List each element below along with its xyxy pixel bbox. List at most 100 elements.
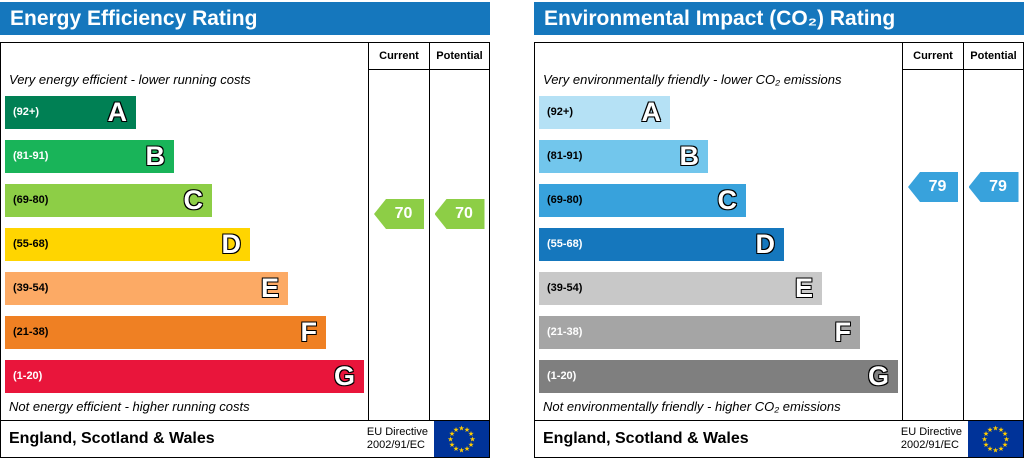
eu-directive-label: EU Directive 2002/91/EC xyxy=(367,426,428,452)
svg-text:★: ★ xyxy=(464,445,470,453)
band-range-label: (21-38) xyxy=(547,326,583,338)
svg-text:★: ★ xyxy=(447,436,453,444)
panel-title: Environmental Impact (CO₂) Rating xyxy=(544,7,896,30)
band-letter: F xyxy=(834,316,852,348)
svg-text:★: ★ xyxy=(453,426,459,434)
band-range-label: (1-20) xyxy=(547,370,577,382)
band-row: (55-68) D xyxy=(5,228,364,261)
panel-header: Environmental Impact (CO₂) Rating xyxy=(534,2,1024,35)
band-letter: G xyxy=(867,360,890,392)
chart-box: Very environmentally friendly - lower CO… xyxy=(534,42,1024,421)
band-range-label: (39-54) xyxy=(13,282,49,294)
eu-flag-icon: ★ ★ ★ ★ ★ ★ ★ ★ ★ ★ ★ ★ xyxy=(434,421,489,457)
eu-directive-line2: 2002/91/EC xyxy=(900,439,959,451)
band-row: (69-80) C xyxy=(539,184,898,217)
band-row: (1-20) G xyxy=(539,360,898,393)
band-letter: A xyxy=(107,96,128,128)
band-range-label: (21-38) xyxy=(13,326,49,338)
band-letter: C xyxy=(717,184,738,216)
svg-text:★: ★ xyxy=(983,441,989,449)
band-letter: D xyxy=(221,228,242,260)
current-column-header: Current xyxy=(903,43,963,70)
svg-text:★: ★ xyxy=(987,445,993,453)
panel-footer: England, Scotland & Wales EU Directive 2… xyxy=(0,420,490,458)
current-score-arrow: 70 xyxy=(374,199,424,229)
band-row: (1-20) G xyxy=(5,360,364,393)
svg-text:★: ★ xyxy=(453,445,459,453)
band-letter: E xyxy=(794,272,814,304)
band-letter: A xyxy=(641,96,662,128)
svg-text:★: ★ xyxy=(458,447,464,455)
band-range-label: (92+) xyxy=(13,106,39,118)
current-column: Current 79 xyxy=(902,43,963,420)
eu-directive-line1: EU Directive xyxy=(900,426,962,438)
bands: (92+) A (81-91) B (69-80) C (55-68) D (39-54) E (2… xyxy=(539,96,898,404)
band-range-label: (55-68) xyxy=(13,238,49,250)
band-range-label: (69-80) xyxy=(547,194,583,206)
eu-directive-label: EU Directive 2002/91/EC xyxy=(901,426,962,452)
top-note: Very energy efficient - lower running co… xyxy=(9,72,251,87)
region-label: England, Scotland & Wales xyxy=(9,430,215,447)
panel-title: Energy Efficiency Rating xyxy=(10,7,258,30)
band-row: (39-54) E xyxy=(5,272,364,305)
svg-text:★: ★ xyxy=(468,441,474,449)
potential-column-header: Potential xyxy=(964,43,1023,70)
band-bar-c: (69-80) C xyxy=(5,184,212,217)
band-range-label: (1-20) xyxy=(13,370,43,382)
band-bar-f: (21-38) F xyxy=(539,316,860,349)
band-letter: B xyxy=(145,140,166,172)
svg-text:★: ★ xyxy=(981,436,987,444)
band-bar-f: (21-38) F xyxy=(5,316,326,349)
band-letter: D xyxy=(755,228,776,260)
band-bar-d: (55-68) D xyxy=(539,228,784,261)
potential-score-arrow: 70 xyxy=(434,199,485,229)
eu-directive-line2: 2002/91/EC xyxy=(366,439,425,451)
svg-text:★: ★ xyxy=(987,426,993,434)
potential-column-header: Potential xyxy=(430,43,489,70)
svg-text:★: ★ xyxy=(998,445,1004,453)
environmental-impact-panel: Environmental Impact (CO₂) Rating Very e… xyxy=(534,2,1024,460)
energy-efficiency-panel: Energy Efficiency Rating Very energy eff… xyxy=(0,2,490,460)
eu-flag-icon: ★ ★ ★ ★ ★ ★ ★ ★ ★ ★ ★ ★ xyxy=(968,421,1023,457)
current-column-header: Current xyxy=(369,43,429,70)
band-letter: F xyxy=(300,316,318,348)
svg-text:★: ★ xyxy=(1002,430,1008,438)
bottom-note: Not environmentally friendly - higher CO… xyxy=(543,399,841,414)
svg-text:★: ★ xyxy=(1003,436,1009,444)
band-bar-g: (1-20) G xyxy=(5,360,364,393)
svg-text:★: ★ xyxy=(1002,441,1008,449)
band-bar-g: (1-20) G xyxy=(539,360,898,393)
band-row: (55-68) D xyxy=(539,228,898,261)
bottom-note: Not energy efficient - higher running co… xyxy=(9,399,250,414)
band-range-label: (92+) xyxy=(547,106,573,118)
band-letter: C xyxy=(183,184,204,216)
band-range-label: (81-91) xyxy=(13,150,49,162)
potential-column: Potential 79 xyxy=(963,43,1023,420)
band-row: (69-80) C xyxy=(5,184,364,217)
band-row: (39-54) E xyxy=(539,272,898,305)
svg-text:★: ★ xyxy=(992,425,998,433)
svg-text:★: ★ xyxy=(449,441,455,449)
svg-text:★: ★ xyxy=(458,425,464,433)
region-label: England, Scotland & Wales xyxy=(543,430,749,447)
band-bar-e: (39-54) E xyxy=(539,272,822,305)
potential-column: Potential 70 xyxy=(429,43,489,420)
band-row: (81-91) B xyxy=(539,140,898,173)
band-row: (21-38) F xyxy=(539,316,898,349)
chart-box: Very energy efficient - lower running co… xyxy=(0,42,490,421)
band-row: (81-91) B xyxy=(5,140,364,173)
bands: (92+) A (81-91) B (69-80) C (55-68) D (39-54) E (2… xyxy=(5,96,364,404)
band-bar-d: (55-68) D xyxy=(5,228,250,261)
svg-text:★: ★ xyxy=(992,447,998,455)
panel-header: Energy Efficiency Rating xyxy=(0,2,490,35)
current-column: Current 70 xyxy=(368,43,429,420)
band-letter: G xyxy=(333,360,356,392)
band-range-label: (69-80) xyxy=(13,194,49,206)
svg-text:★: ★ xyxy=(449,430,455,438)
panel-footer: England, Scotland & Wales EU Directive 2… xyxy=(534,420,1024,458)
svg-text:★: ★ xyxy=(468,430,474,438)
svg-text:★: ★ xyxy=(998,426,1004,434)
band-letter: E xyxy=(260,272,280,304)
band-bar-a: (92+) A xyxy=(539,96,670,129)
